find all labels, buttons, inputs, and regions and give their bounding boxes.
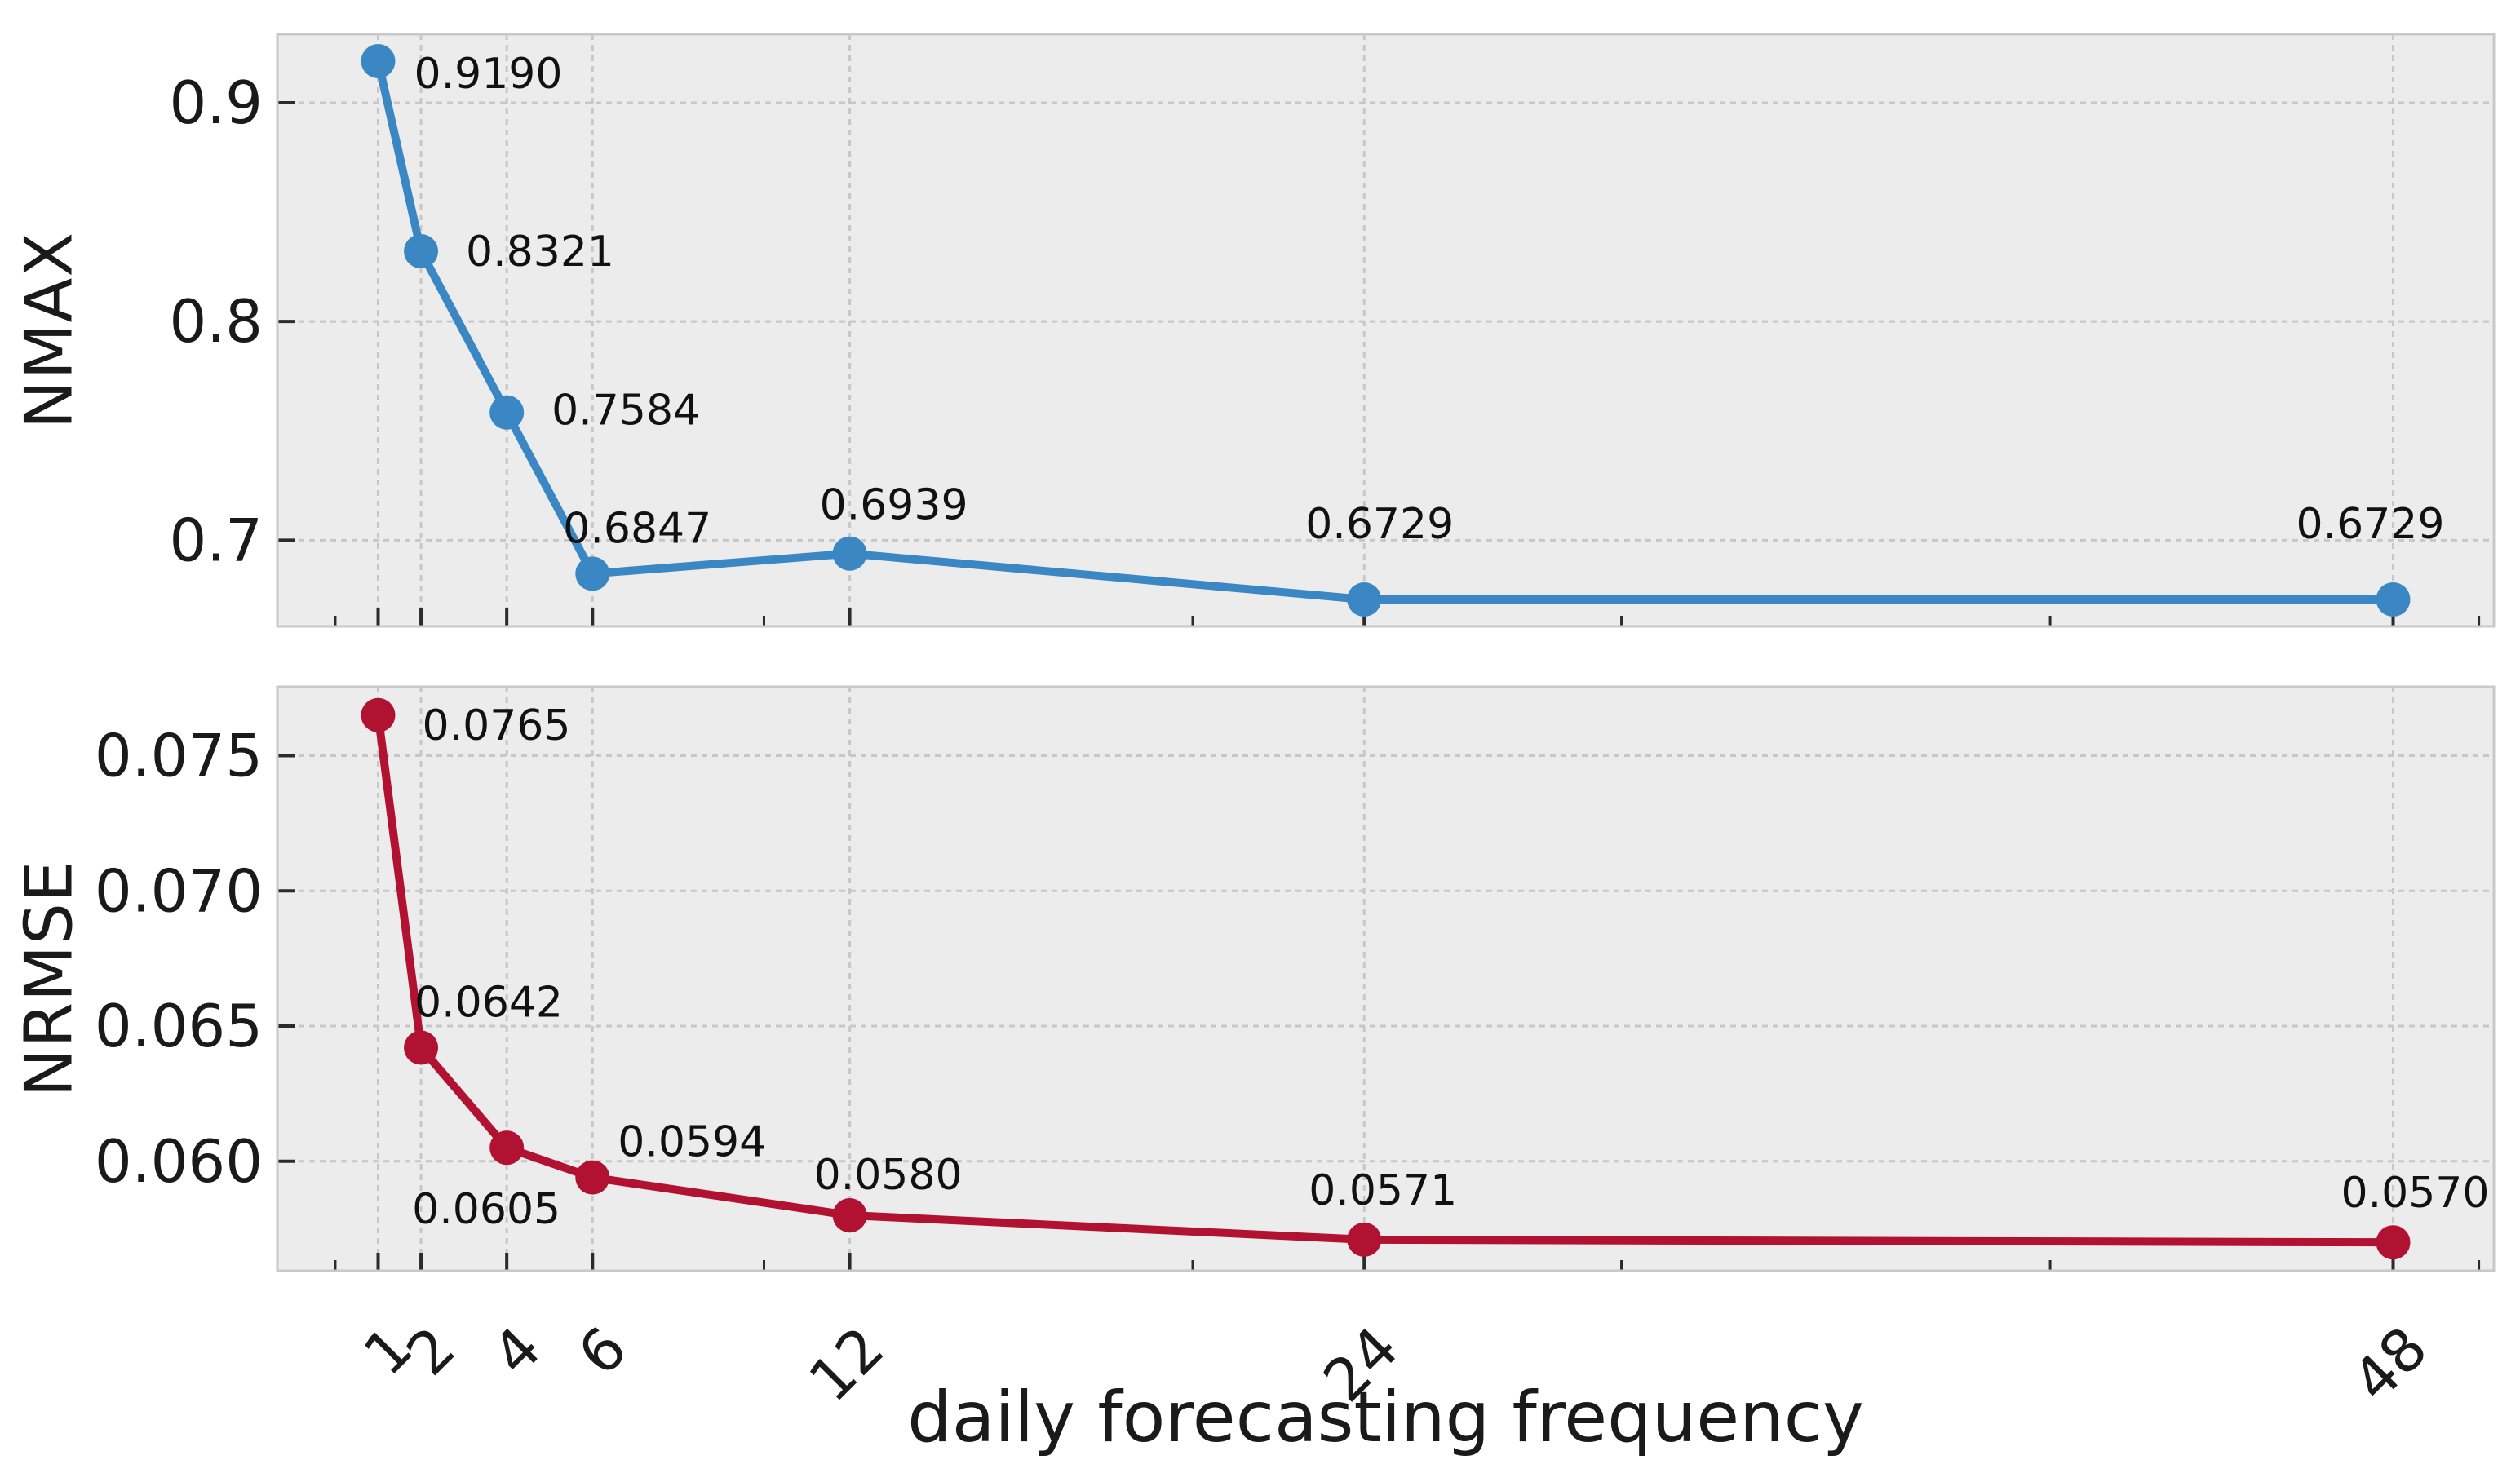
- nmax-point-label: 0.9190: [414, 50, 563, 99]
- nmax-point-label: 0.6939: [820, 481, 968, 530]
- y-tick-label: 0.070: [95, 856, 263, 925]
- nrmse-marker: [575, 1160, 610, 1195]
- nmax-marker: [575, 556, 610, 591]
- nmax-point-label: 0.6847: [563, 504, 711, 553]
- nmax-marker: [404, 234, 439, 269]
- nrmse-marker: [489, 1130, 525, 1166]
- nrmse-point-label: 0.0765: [423, 701, 571, 750]
- nrmse-marker: [404, 1030, 439, 1065]
- x-axis-label: daily forecasting frequency: [907, 1377, 1864, 1458]
- y-tick-label: 0.065: [95, 992, 263, 1060]
- nrmse-point-label: 0.0580: [814, 1151, 963, 1200]
- nmax-point-label: 0.7584: [551, 387, 700, 436]
- nmax-point-label: 0.8321: [466, 228, 614, 276]
- y-tick-label: 0.8: [169, 287, 263, 356]
- nmax-marker: [832, 536, 867, 571]
- nrmse-point-label: 0.0594: [618, 1118, 766, 1167]
- nrmse-point-label: 0.0642: [414, 979, 563, 1028]
- nrmse-marker: [2376, 1225, 2411, 1260]
- panel-spine: [276, 33, 2496, 628]
- nmax-point-label: 0.6729: [1305, 500, 1454, 549]
- y-tick-label: 0.9: [169, 69, 263, 137]
- panel-background-nmax: [277, 34, 2494, 626]
- nrmse-marker: [832, 1198, 867, 1233]
- nrmse-marker: [361, 697, 396, 732]
- nmax-axis-label: NMAX: [11, 231, 87, 430]
- nrmse-point-label: 0.0571: [1309, 1166, 1457, 1215]
- nmax-point-label: 0.6729: [2296, 500, 2445, 549]
- y-tick-label: 0.060: [95, 1127, 263, 1196]
- panel-nmax: 0.7 0.8 0.9 0.9190 0.8321 0.7584 0.6847 0.6939 0…: [169, 33, 2496, 628]
- nrmse-axis-label: NRMSE: [11, 860, 87, 1098]
- nrmse-marker: [1347, 1222, 1382, 1257]
- panel-background-nrmse: [277, 687, 2494, 1271]
- nmax-marker: [1347, 582, 1382, 617]
- nmax-marker: [2376, 582, 2411, 617]
- nrmse-point-label: 0.0570: [2341, 1169, 2490, 1218]
- y-tick-label: 0.7: [169, 506, 263, 574]
- y-tick-label: 0.075: [95, 722, 263, 790]
- nrmse-point-label: 0.0605: [412, 1185, 560, 1234]
- nmax-marker: [361, 43, 396, 78]
- panel-spine: [276, 685, 2496, 1272]
- nmax-marker: [489, 395, 525, 430]
- panel-nrmse: 0.060 0.065 0.070 0.075 0.0765 0.0642 0.0605 0.…: [95, 685, 2496, 1272]
